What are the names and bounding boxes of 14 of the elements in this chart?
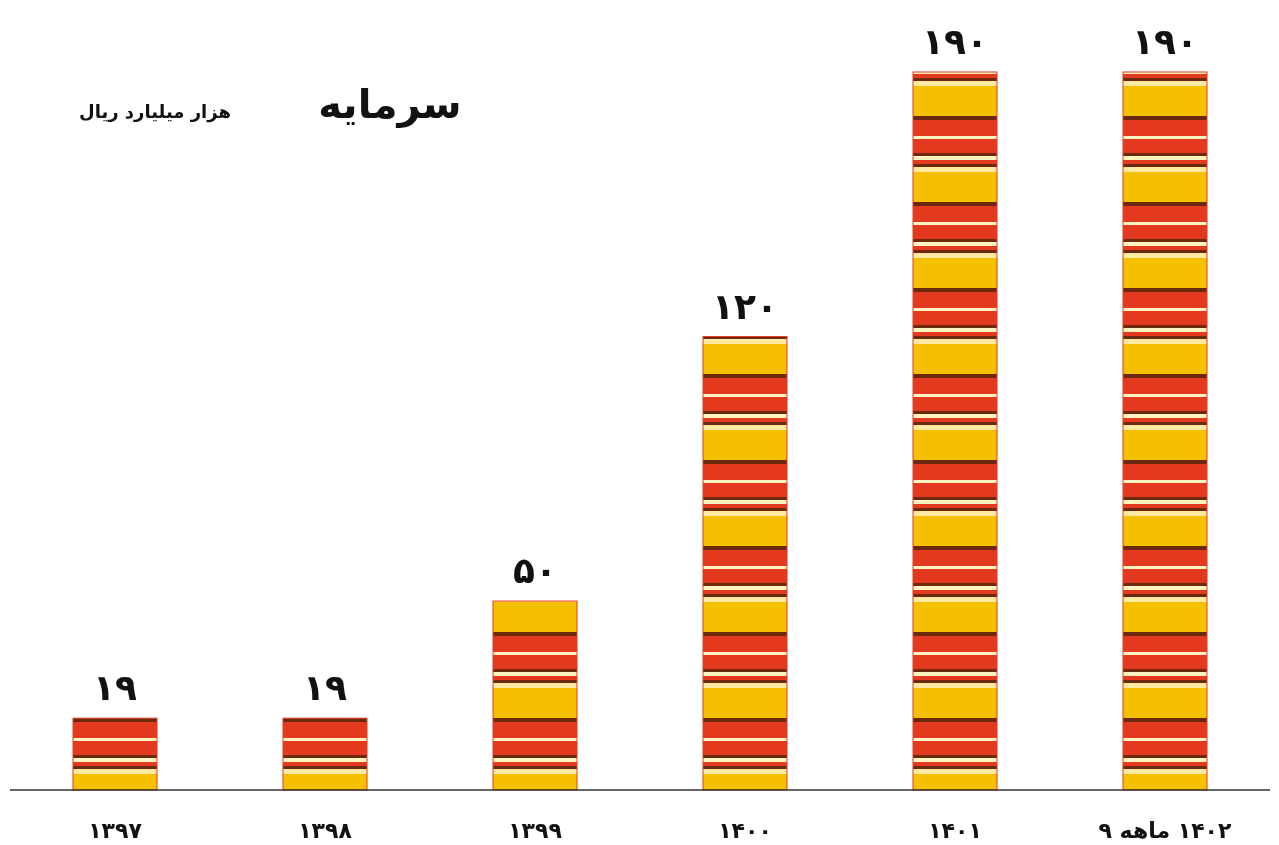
data-label: ۱۹۰ xyxy=(922,21,988,62)
x-tick-label: ۱۴۰۱ xyxy=(928,818,982,843)
x-tick-label: ۱۳۹۷ xyxy=(88,818,143,843)
data-label: ۱۹۰ xyxy=(1132,21,1198,62)
chart-title: سرمایه xyxy=(318,81,462,128)
data-label: ۱۹ xyxy=(303,667,347,709)
text: هزار میلیارد ریال xyxy=(79,101,231,123)
data-label: ۱۲۰ xyxy=(712,285,778,327)
x-tick-label: ۱۴۰۲ ماهه ۹ xyxy=(1098,818,1233,843)
x-tick-label: ۱۳۹۸ xyxy=(298,818,353,843)
x-tick-label: ۱۴۰۰ xyxy=(718,818,772,843)
x-tick-label: ۱۳۹۹ xyxy=(508,818,562,843)
data-label: ۱۹ xyxy=(93,667,137,709)
data-label: ۵۰ xyxy=(513,550,557,592)
